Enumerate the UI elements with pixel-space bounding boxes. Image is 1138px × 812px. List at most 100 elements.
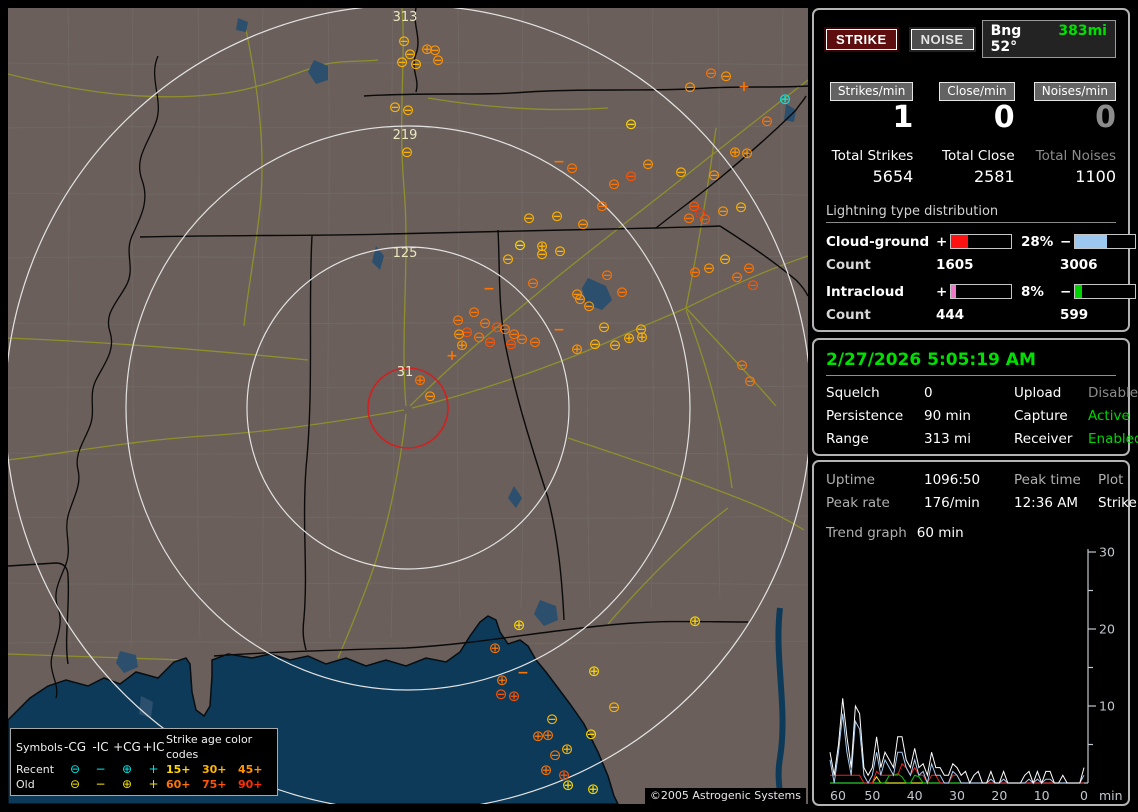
- strike-mode-button[interactable]: STRIKE: [826, 28, 897, 50]
- svg-text:⊕: ⊕: [587, 780, 600, 798]
- svg-text:⊖: ⊖: [551, 207, 564, 225]
- distribution-title: Lightning type distribution: [826, 204, 1116, 223]
- receiver-label: Receiver: [1014, 431, 1073, 447]
- count-label: Count: [826, 256, 871, 273]
- svg-text:⊖: ⊖: [429, 41, 442, 59]
- svg-text:⊖: ⊖: [720, 67, 733, 85]
- stats-grid: Uptime 1096:50 Peak time Plot Peak rate …: [826, 472, 1137, 511]
- svg-text:⊖: ⊖: [398, 32, 411, 50]
- svg-text:⊖: ⊖: [598, 318, 611, 336]
- cg-positive-pct: 28%: [1021, 233, 1054, 250]
- range-rings: [8, 8, 808, 804]
- svg-text:⊖: ⊖: [694, 204, 707, 222]
- legend-header-ic-neg: -IC: [92, 739, 109, 754]
- svg-text:⊖: ⊖: [683, 209, 696, 227]
- svg-text:⊖: ⊖: [688, 197, 701, 215]
- legend-age-header: Strike age color codes: [166, 733, 253, 761]
- svg-text:⊖: ⊖: [571, 285, 584, 303]
- intracloud-label: Intracloud: [826, 283, 905, 300]
- cloud-ground-row: Cloud-ground + 28% − 53%: [826, 233, 1136, 250]
- plot-label: Plot: [1098, 472, 1124, 488]
- svg-text:⊖: ⊖: [508, 325, 521, 343]
- legend-header-row: Symbols -CG -IC +CG +IC Strike age color…: [16, 732, 272, 762]
- age-90: 90+: [238, 778, 263, 791]
- status-panel: 2/27/2026 5:05:19 AM Squelch 0 Upload Di…: [812, 338, 1138, 456]
- capture-status: Active: [1088, 408, 1130, 424]
- svg-text:⊕: ⊕: [540, 761, 553, 779]
- persistence-label: Persistence: [826, 408, 904, 424]
- svg-text:⊕: ⊕: [689, 612, 702, 630]
- ic-negative-count: 599: [1060, 306, 1089, 323]
- plus-icon: +: [148, 777, 159, 791]
- svg-text:⊖: ⊖: [589, 335, 602, 353]
- svg-text:−: −: [553, 322, 565, 338]
- minus-icon: −: [95, 762, 106, 776]
- legend-header-symbols: Symbols: [16, 740, 63, 754]
- svg-text:⊖: ⊖: [583, 297, 596, 315]
- upload-label: Upload: [1014, 385, 1062, 401]
- svg-text:⊖: ⊖: [536, 245, 549, 263]
- trend-graph-row: Trend graph 60 min: [826, 525, 1116, 541]
- svg-text:−: −: [553, 154, 565, 170]
- svg-text:⊖: ⊖: [747, 276, 760, 294]
- legend-header-cg-neg: -CG: [63, 739, 86, 754]
- total-strikes-label: Total Strikes: [831, 147, 914, 164]
- legend-header-ic-pos: +IC: [142, 739, 165, 754]
- lightning-map[interactable]: 313 219 125 31 ⊖ ⊕ ⊖ ⊖ ⊖ ⊖ ⊖ ⊖ ⊖ ⊖ ⊖ ⊖ ⊖ + ⊕ ⊖ ⊖ − ⊖ ⊖ ⊖ ⊖ ⊖ ⊕ ⊕ ⊖ ⊖ ⊖…: [8, 8, 808, 804]
- svg-text:⊕: ⊕: [508, 687, 521, 705]
- svg-text:31: 31: [397, 365, 414, 380]
- svg-text:⊖: ⊖: [410, 55, 423, 73]
- strikes-per-min-badge[interactable]: Strikes/min: [829, 82, 914, 101]
- svg-text:−: −: [517, 665, 529, 681]
- svg-text:⊕: ⊕: [414, 371, 427, 389]
- svg-text:0: 0: [1080, 788, 1088, 803]
- svg-text:⊖: ⊖: [635, 320, 648, 338]
- legend-old-row: Old ⊖ − ⊕ + 60+ 75+ 90+: [16, 777, 272, 792]
- total-values-row: 5654 2581 1100: [826, 164, 1116, 186]
- svg-text:⊕: ⊕: [513, 616, 526, 634]
- status-grid: Squelch 0 Upload Disabled Persistence 90…: [826, 385, 1138, 447]
- receiver-status: Enabled: [1088, 431, 1138, 447]
- close-per-min-badge[interactable]: Close/min: [939, 82, 1015, 101]
- svg-text:⊕: ⊕: [571, 340, 584, 358]
- svg-text:⊕: ⊕: [588, 662, 601, 680]
- svg-text:⊖: ⊖: [761, 112, 774, 130]
- noise-mode-button[interactable]: NOISE: [910, 28, 974, 50]
- svg-text:⊕: ⊕: [561, 740, 574, 758]
- trend-window-value: 60 min: [916, 525, 964, 541]
- svg-text:⊖: ⊖: [499, 320, 512, 338]
- squelch-value: 0: [924, 385, 933, 401]
- svg-text:⊖: ⊖: [523, 209, 536, 227]
- svg-text:⊖: ⊖: [502, 250, 515, 268]
- cg-negative-bar: [1074, 234, 1136, 249]
- age-75: 75+: [202, 778, 227, 791]
- svg-text:313: 313: [393, 10, 418, 25]
- age-15: 15+: [166, 763, 191, 776]
- noises-per-min-badge[interactable]: Noises/min: [1033, 82, 1116, 101]
- persistence-value: 90 min: [924, 408, 971, 424]
- svg-text:⊖: ⊖: [389, 98, 402, 116]
- svg-text:⊖: ⊖: [703, 259, 716, 277]
- svg-text:⊖: ⊖: [585, 725, 598, 743]
- svg-text:⊖: ⊖: [608, 175, 621, 193]
- svg-text:⊖: ⊖: [719, 250, 732, 268]
- svg-text:60: 60: [830, 788, 846, 803]
- svg-text:20: 20: [991, 788, 1007, 803]
- svg-text:⊖: ⊖: [566, 159, 579, 177]
- ic-positive-count: 444: [936, 306, 965, 323]
- cloud-ground-label: Cloud-ground: [826, 233, 930, 250]
- plus-sign: +: [936, 233, 948, 250]
- svg-text:⊕: ⊕: [623, 329, 636, 347]
- state-borders: [8, 8, 808, 699]
- bearing-distance: 383mi: [1058, 23, 1107, 39]
- svg-text:⊖: ⊖: [527, 274, 540, 292]
- svg-text:⊖: ⊖: [396, 53, 409, 71]
- minus-icon: −: [95, 777, 106, 791]
- svg-text:⊕: ⊕: [542, 726, 555, 744]
- bearing-readout: Bng 52° 383mi: [981, 20, 1116, 58]
- svg-text:⊖: ⊖: [684, 78, 697, 96]
- age-45: 45+: [238, 763, 263, 776]
- plus-sign: +: [936, 283, 948, 300]
- svg-text:⊖: ⊖: [743, 259, 756, 277]
- svg-text:10: 10: [1099, 699, 1115, 714]
